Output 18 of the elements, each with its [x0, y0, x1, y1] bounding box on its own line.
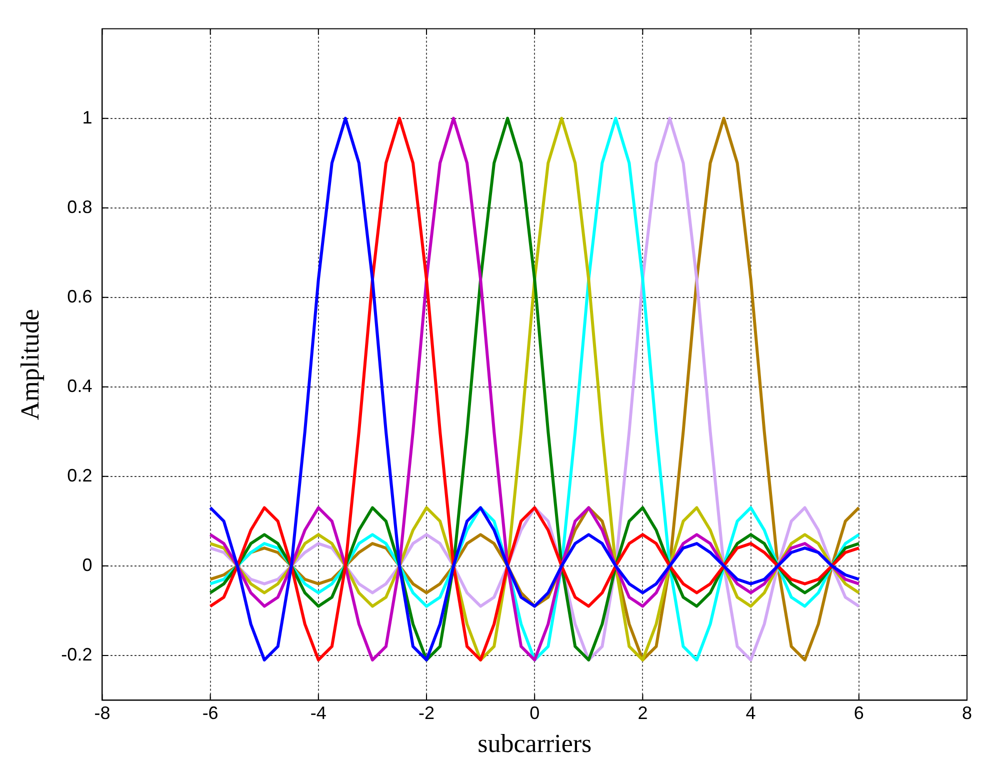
y-tick-label: 0.2	[67, 465, 92, 486]
y-tick-label: 0	[82, 554, 92, 575]
x-tick-label: -4	[310, 702, 326, 723]
x-axis-title: subcarriers	[478, 729, 592, 758]
y-axis-title: Amplitude	[15, 308, 44, 420]
y-tick-label: -0.2	[61, 644, 92, 664]
x-tick-label: 0	[530, 702, 540, 723]
x-tick-label: -8	[94, 702, 110, 723]
y-tick-label: 0.8	[67, 196, 92, 217]
x-tick-label: 6	[854, 702, 864, 723]
x-tick-label: 8	[962, 702, 972, 723]
x-tick-label: 2	[638, 702, 648, 723]
y-tick-label: 0.6	[67, 286, 92, 306]
x-tick-label: -2	[418, 702, 435, 723]
x-tick-label: 4	[746, 702, 756, 723]
x-tick-label: -6	[202, 702, 218, 723]
y-tick-label: 0.4	[67, 376, 92, 396]
y-tick-label: 1	[82, 107, 92, 128]
